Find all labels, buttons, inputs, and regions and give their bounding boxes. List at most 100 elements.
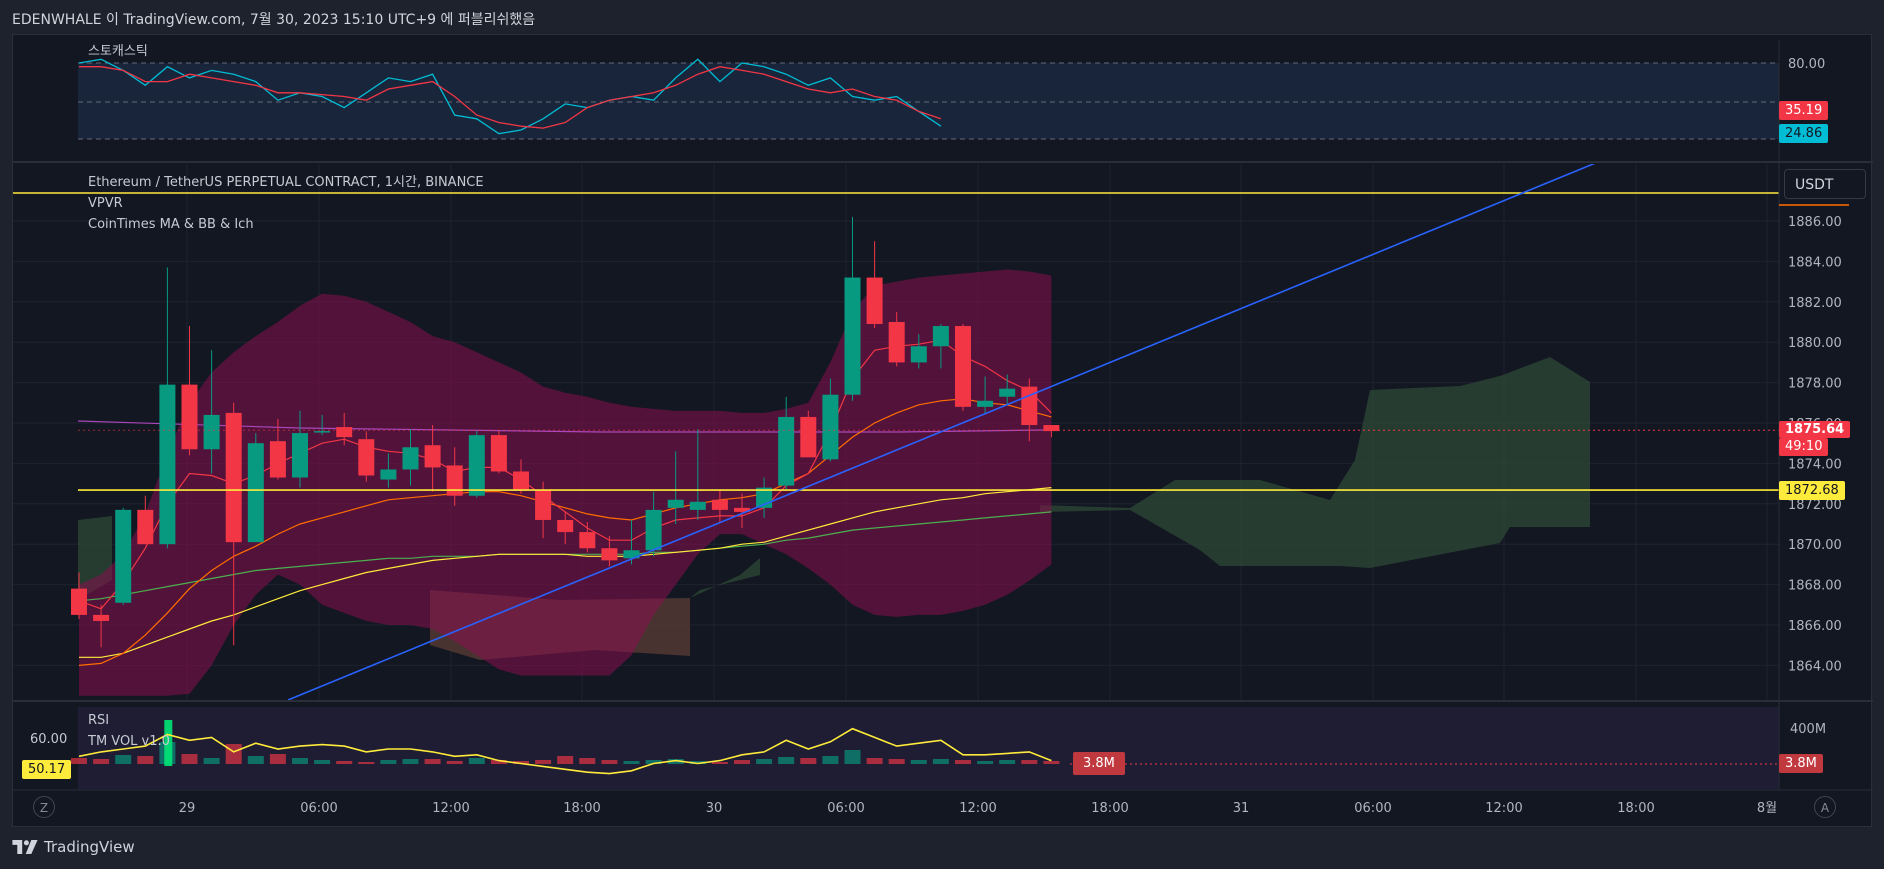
volume-bar — [756, 759, 773, 764]
price-tick-label: 1884.00 — [1788, 255, 1842, 270]
stoch-band — [78, 63, 1779, 139]
stoch-k-line — [79, 66, 942, 129]
ichimoku-cloud-bull — [1040, 357, 1590, 568]
volume-bar — [1021, 760, 1038, 764]
candle — [866, 241, 883, 329]
volume-bar — [535, 760, 552, 764]
stochastic-legend[interactable]: 스토캐스틱 — [88, 44, 148, 59]
price-axis[interactable]: 1886.001884.001882.001880.001878.001876.… — [1778, 40, 1849, 790]
volume-axis-label: 400M — [1790, 722, 1826, 737]
countdown-tag: 49:10 — [1779, 438, 1829, 456]
volume-bar — [336, 761, 353, 764]
volume-bar — [888, 759, 905, 764]
candle-body — [336, 427, 353, 438]
candle-body — [71, 588, 87, 615]
candle-body — [822, 394, 839, 460]
candle — [358, 431, 375, 482]
footer-brand-label: TradingView — [44, 838, 135, 856]
candle — [513, 459, 529, 494]
volume-bar — [557, 756, 574, 764]
auto-scale-button[interactable]: A — [1814, 796, 1836, 818]
time-tick-label: 12:00 — [1485, 801, 1522, 816]
candle-body — [203, 414, 220, 450]
candle — [888, 311, 905, 367]
candle — [955, 324, 971, 411]
candle — [225, 402, 242, 646]
candle — [535, 481, 552, 539]
symbol-title[interactable]: Ethereum / TetherUS PERPETUAL CONTRACT, … — [88, 175, 484, 190]
candle-body — [181, 384, 198, 450]
candle-body — [623, 550, 640, 559]
time-tick-label: 30 — [706, 801, 723, 816]
candle-body — [910, 346, 927, 363]
rsi-left-value-tag: 50.17 — [22, 760, 72, 779]
time-tick-label: 18:00 — [1617, 801, 1654, 816]
volume-bar — [932, 759, 949, 764]
candle-body — [247, 443, 264, 543]
time-tick-label: 31 — [1233, 801, 1250, 816]
currency-selector[interactable]: USDT — [1784, 169, 1866, 199]
candle — [490, 431, 507, 474]
stochastic-pane[interactable] — [78, 58, 942, 135]
indicator-cointimes-legend[interactable]: CoinTimes MA & BB & Ich — [88, 217, 254, 232]
volume-bar — [579, 758, 596, 764]
tm-vol-legend[interactable]: TM VOL v1.0 — [88, 734, 170, 749]
trendline — [287, 164, 1596, 700]
indicator-vpvr-legend[interactable]: VPVR — [88, 196, 123, 211]
candle-body — [513, 471, 529, 490]
volume-spike-marker — [164, 720, 173, 766]
candle — [734, 493, 750, 529]
candle-body — [844, 277, 861, 395]
footer-brand[interactable]: TradingView — [12, 838, 135, 856]
candle-body — [115, 509, 132, 603]
candle-body — [380, 469, 397, 480]
candlesticks[interactable] — [71, 216, 1060, 648]
volume-bar — [490, 760, 507, 764]
volume-bar — [645, 760, 662, 764]
candle — [336, 412, 353, 446]
time-tick-label: 06:00 — [300, 801, 337, 816]
candle-body — [999, 388, 1016, 397]
time-tick-label: 18:00 — [1091, 801, 1128, 816]
candle-body — [579, 532, 596, 549]
candle — [446, 447, 463, 506]
candle-body — [93, 614, 110, 621]
rsi-line — [78, 727, 1052, 775]
candle-body — [977, 400, 994, 407]
price-tick-label: 1880.00 — [1788, 336, 1842, 351]
volume-bar — [999, 760, 1016, 764]
candle-body — [866, 277, 883, 325]
time-tick-label: 12:00 — [959, 801, 996, 816]
candle-body — [402, 447, 419, 470]
rsi-legend[interactable]: RSI — [88, 713, 110, 728]
candle-body — [424, 445, 441, 468]
candle-body — [358, 439, 375, 476]
rsi-volume-pane[interactable] — [71, 720, 1779, 775]
time-axis[interactable]: 29 06:00 12:00 18:00 30 06:00 12:00 18:00 31 06:0… — [179, 801, 1777, 816]
volume-bar — [137, 756, 154, 764]
candle — [711, 489, 728, 522]
candle — [910, 334, 927, 369]
time-tick-label: 18:00 — [563, 801, 600, 816]
candle-body — [314, 431, 331, 433]
candle — [623, 519, 640, 565]
candle — [932, 324, 949, 369]
candle-body — [800, 416, 817, 458]
ma-orange-line — [78, 398, 1052, 666]
rsi-band — [78, 707, 1779, 789]
last-price-tag: 1875.64 — [1779, 421, 1851, 438]
zoom-button[interactable]: Z — [33, 796, 55, 818]
tradingview-logo-icon — [12, 840, 38, 854]
candle — [292, 410, 308, 488]
candle — [999, 374, 1016, 405]
candle-body — [932, 326, 949, 347]
volume-bar — [778, 757, 795, 764]
candle-body — [292, 433, 308, 478]
price-tick-label: 1864.00 — [1788, 659, 1842, 674]
candle — [424, 425, 441, 492]
volume-bar — [115, 755, 132, 764]
candle-body — [446, 465, 463, 496]
stoch-k-tag: 35.19 — [1779, 101, 1829, 120]
drawn-lines[interactable] — [13, 162, 1779, 700]
